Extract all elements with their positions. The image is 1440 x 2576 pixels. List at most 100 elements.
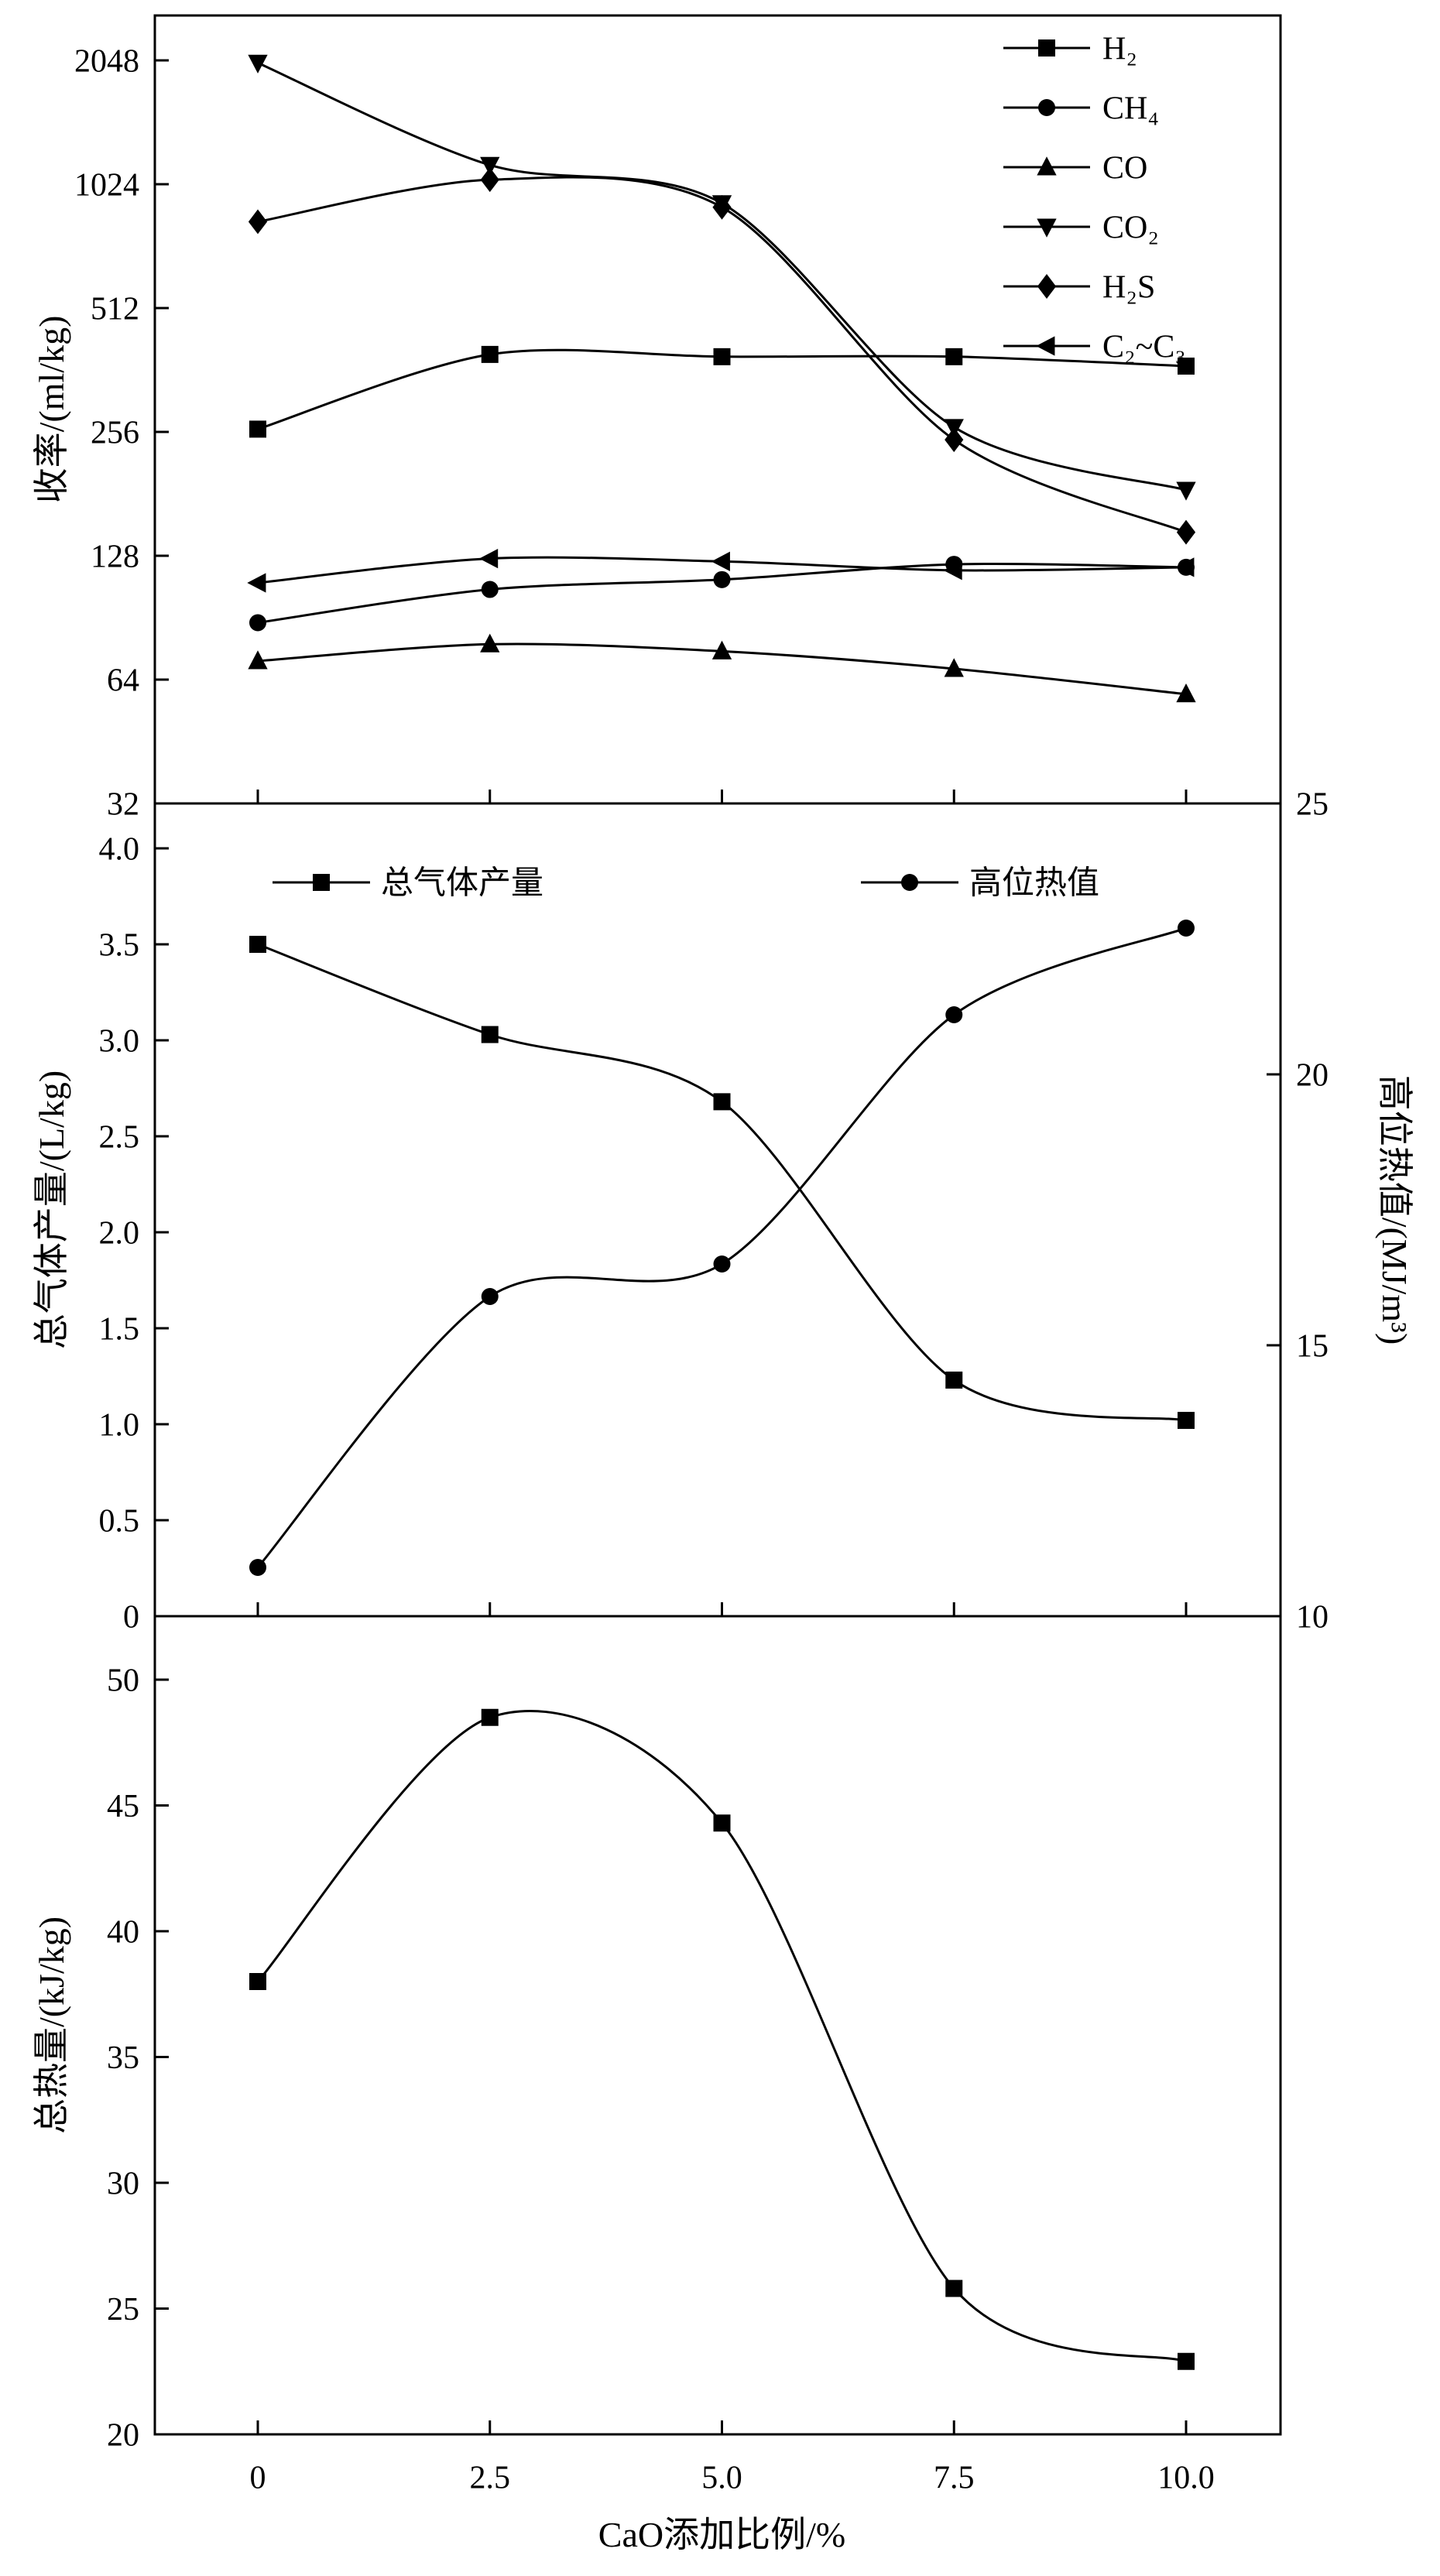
- legend-label: CH₄: [1102, 91, 1159, 127]
- marker-circle: [481, 581, 499, 598]
- marker-square: [1178, 2352, 1195, 2370]
- y-tick-label: 1024: [74, 168, 139, 204]
- legend-label: 高位热值: [969, 865, 1099, 902]
- y-tick-label: 0: [123, 1600, 139, 1636]
- y-tick-label: 128: [91, 540, 139, 575]
- marker-square: [713, 1814, 731, 1832]
- legend-label: CO₂: [1102, 211, 1159, 246]
- y-tick-label: 512: [91, 292, 139, 327]
- marker-triangle-up: [480, 633, 500, 653]
- marker-triangle-down: [1037, 218, 1057, 238]
- x-axis-label: CaO添加比例/%: [598, 2515, 845, 2554]
- y-tick-label: 0.5: [99, 1504, 140, 1540]
- y-tick-label: 3.0: [99, 1024, 140, 1060]
- legend-label: H₂S: [1102, 270, 1155, 306]
- marker-circle: [901, 874, 918, 891]
- y-tick-label: 3.5: [99, 928, 140, 964]
- legend-label: H₂: [1102, 32, 1137, 67]
- marker-square: [249, 420, 266, 438]
- y-tick-label: 30: [107, 2167, 139, 2202]
- marker-triangle-left: [247, 573, 266, 593]
- x-tick-label: 10.0: [1157, 2461, 1215, 2496]
- marker-square: [313, 874, 330, 891]
- y-tick-label: 15: [1296, 1329, 1329, 1365]
- marker-square: [1178, 357, 1195, 375]
- marker-square: [945, 348, 963, 365]
- marker-square: [481, 1708, 499, 1726]
- marker-circle: [713, 1255, 731, 1273]
- marker-triangle-up: [711, 640, 732, 659]
- series-line-总热量: [256, 1710, 1187, 2363]
- marker-diamond: [712, 194, 732, 220]
- y-axis-label: 收率/(ml/kg): [32, 316, 71, 504]
- marker-triangle-left: [1175, 557, 1195, 577]
- y-tick-label: 20: [107, 2418, 139, 2454]
- marker-square: [249, 936, 266, 953]
- y-tick-label: 64: [107, 663, 139, 699]
- marker-circle: [1178, 920, 1195, 937]
- marker-square: [713, 348, 731, 365]
- marker-circle: [481, 1288, 499, 1305]
- y-tick-label: 35: [107, 2040, 139, 2076]
- y-tick-label: 10: [1296, 1600, 1329, 1636]
- y-tick-label: 4.0: [99, 832, 140, 868]
- y-tick-label: 2.0: [99, 1216, 140, 1252]
- marker-square: [481, 345, 499, 363]
- x-tick-label: 0: [250, 2461, 266, 2496]
- marker-triangle-left: [1036, 336, 1055, 356]
- y-tick-label: 32: [107, 787, 139, 823]
- marker-triangle-down: [248, 54, 268, 74]
- y-axis-label-right: 高位热值/(MJ/m³): [1375, 1075, 1414, 1345]
- marker-triangle-left: [943, 560, 962, 581]
- series-line-H₂S: [257, 176, 1187, 533]
- series-line-高位热值: [256, 927, 1187, 1568]
- marker-square: [713, 1093, 731, 1111]
- marker-diamond: [248, 209, 268, 235]
- series-line-总气体产量: [257, 943, 1187, 1422]
- y-tick-label: 1.0: [99, 1408, 140, 1444]
- y-tick-label: 2.5: [99, 1120, 140, 1156]
- marker-diamond: [1176, 519, 1196, 545]
- y-tick-label: 45: [107, 1789, 139, 1824]
- y-tick-label: 25: [107, 2292, 139, 2328]
- marker-square: [1178, 1412, 1195, 1430]
- legend-label: 总气体产量: [381, 866, 543, 902]
- marker-square: [1038, 39, 1055, 57]
- y-tick-label: 20: [1296, 1058, 1329, 1094]
- marker-circle: [249, 1559, 266, 1576]
- marker-triangle-down: [1176, 481, 1196, 501]
- marker-square: [945, 2280, 963, 2297]
- marker-diamond: [945, 427, 964, 453]
- x-tick-label: 7.5: [934, 2461, 975, 2496]
- marker-circle: [1038, 99, 1055, 116]
- legend-label: CO: [1102, 151, 1147, 187]
- panel-border: [153, 802, 1282, 1618]
- marker-square: [945, 1371, 963, 1389]
- y-tick-label: 256: [91, 416, 139, 451]
- marker-circle: [945, 1006, 963, 1023]
- x-tick-label: 5.0: [701, 2461, 742, 2496]
- marker-triangle-up: [1176, 683, 1196, 703]
- x-tick-label: 2.5: [470, 2461, 511, 2496]
- marker-triangle-up: [944, 658, 964, 677]
- marker-circle: [249, 614, 266, 632]
- marker-diamond: [1037, 274, 1057, 299]
- y-tick-label: 40: [107, 1915, 139, 1951]
- y-tick-label: 50: [107, 1663, 139, 1699]
- marker-triangle-up: [248, 650, 268, 670]
- marker-square: [249, 1973, 266, 1990]
- marker-triangle-up: [1037, 156, 1057, 176]
- marker-triangle-left: [479, 548, 499, 569]
- marker-circle: [713, 570, 731, 588]
- y-axis-label: 总热量/(kJ/kg): [32, 1917, 71, 2134]
- marker-diamond: [480, 167, 499, 193]
- legend-label: C₂~C₃: [1102, 330, 1186, 365]
- marker-square: [481, 1026, 499, 1043]
- y-tick-label: 25: [1296, 787, 1329, 823]
- y-tick-label: 2048: [74, 44, 139, 80]
- y-tick-label: 1.5: [99, 1312, 140, 1348]
- y-axis-label-left: 总气体产量/(L/kg): [32, 1070, 71, 1349]
- panel-border: [153, 1615, 1282, 2436]
